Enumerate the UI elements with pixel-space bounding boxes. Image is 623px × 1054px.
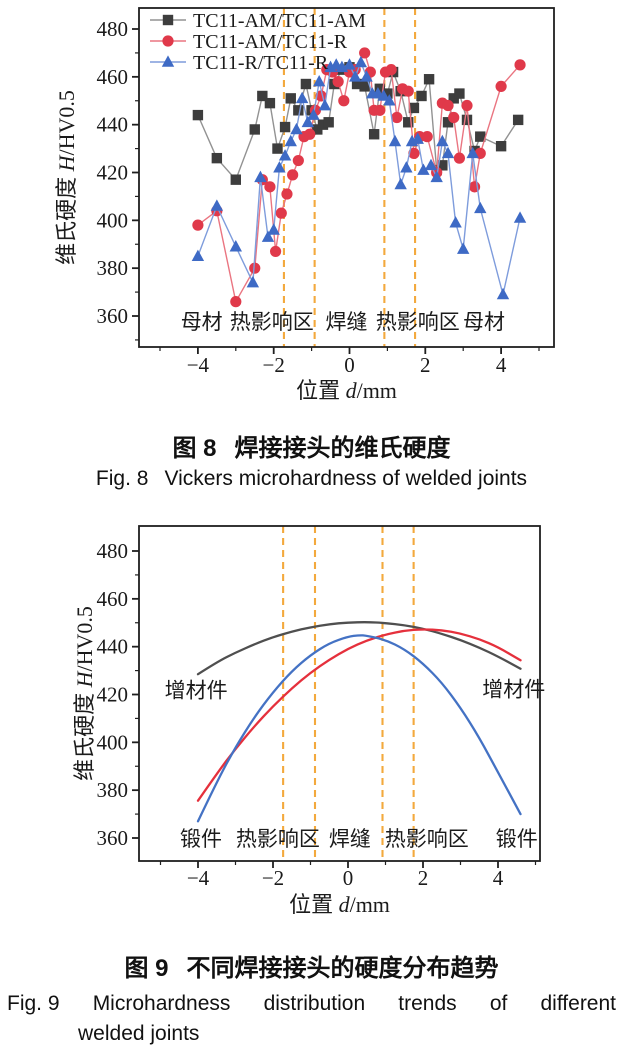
caption-word: trends — [398, 992, 457, 1015]
fig9-caption-en-line2: welded joints — [78, 1022, 200, 1045]
caption-word: distribution — [263, 992, 366, 1015]
fig9-series-0 — [196, 621, 522, 676]
legend-label: TC11-AM/TC11-AM — [193, 10, 366, 32]
fig8-series-2 — [191, 55, 527, 300]
zone-label: 热影响区 — [376, 310, 460, 334]
x-tick-label: −2 — [263, 353, 285, 377]
x-tick-label: 2 — [418, 866, 429, 890]
fig9-zone-guides — [282, 526, 415, 861]
fig9-caption-cn-title: 不同焊接接头的硬度分布趋势 — [186, 955, 499, 982]
x-tick-label: −2 — [262, 866, 284, 890]
y-tick-label: 440 — [97, 113, 129, 137]
caption-word: Microhardness — [92, 992, 231, 1015]
y-tick-label: 380 — [97, 778, 129, 802]
fig8-caption-cn-title: 焊接接头的维氏硬度 — [234, 435, 451, 462]
legend-label: TC11-AM/TC11-R — [193, 31, 348, 53]
zone-label: 热影响区 — [236, 827, 320, 851]
fig9-axes: −4 −2 0 2 4 360 380 400 420 440 460 480 — [97, 525, 541, 890]
fig8-caption-en-label: Fig. 8 — [95, 467, 149, 490]
y-tick-label: 360 — [97, 826, 129, 850]
fig8-caption-cn-label: 图 8 — [172, 435, 217, 462]
fig8-zone-labels: 母材 热影响区 焊缝 热影响区 母材 — [181, 310, 505, 334]
x-tick-label: 4 — [496, 353, 507, 377]
x-axis-title: 位置 d/mm — [296, 378, 397, 403]
y-tick-label: 380 — [97, 256, 129, 280]
x-tick-label: −4 — [187, 353, 210, 377]
fig9-zone-labels: 锻件 热影响区 焊缝 热影响区 锻件 — [180, 827, 538, 851]
zone-label: 母材 — [181, 310, 223, 334]
y-tick-label: 460 — [97, 587, 129, 611]
legend-label: TC11-R/TC11-R — [193, 52, 329, 74]
fig9-caption-cn-label: 图 9 — [124, 955, 169, 982]
curve-annotation: 增材件 — [165, 679, 228, 703]
zone-label: 热影响区 — [230, 310, 314, 334]
y-axis-title: 维氏硬度 H/HV0.5 — [54, 90, 79, 265]
fig8-legend: TC11-AM/TC11-AMTC11-AM/TC11-RTC11-R/TC11… — [150, 10, 366, 74]
y-tick-label: 360 — [97, 304, 129, 328]
y-tick-label: 460 — [97, 65, 129, 89]
x-tick-label: 0 — [344, 353, 355, 377]
y-axis-title: 维氏硬度 H/HV0.5 — [72, 606, 97, 781]
fig8-caption-cn: 图 8 焊接接头的维氏硬度 — [0, 428, 623, 463]
zone-label: 热影响区 — [385, 827, 469, 851]
zone-label: 焊缝 — [325, 310, 367, 334]
fig8-chart: 母材 热影响区 焊缝 热影响区 母材−4 −2 0 2 43603804004204404604… — [54, 7, 555, 403]
caption-word: different — [540, 992, 617, 1015]
y-tick-label: 400 — [97, 730, 129, 754]
caption-word: of — [489, 992, 508, 1015]
fig8-caption-en-title: Vickers microhardness of welded joints — [164, 467, 528, 490]
zone-label: 锻件 — [496, 827, 538, 851]
fig9-series-2 — [196, 634, 522, 823]
fig9-caption-en-line1: Fig. 9 Microhardness distribution trends of d… — [7, 992, 616, 1016]
x-tick-label: 2 — [420, 353, 431, 377]
zone-label: 锻件 — [180, 827, 222, 851]
caption-word: Fig. 9 — [7, 992, 60, 1015]
y-tick-label: 480 — [97, 17, 129, 41]
fig8-zone-guides — [282, 8, 417, 347]
fig9-caption-cn: 图 9 不同焊接接头的硬度分布趋势 — [0, 948, 623, 983]
fig9-series-1 — [196, 628, 522, 802]
y-tick-label: 440 — [97, 635, 129, 659]
x-tick-label: 4 — [493, 866, 504, 890]
y-tick-label: 400 — [97, 208, 129, 232]
fig8-axes: −4 −2 0 2 4 360 380 400 420 440 460 480 — [97, 7, 555, 377]
fig8-caption-en: Fig. 8 Vickers microhardness of welded jo… — [0, 467, 623, 491]
y-tick-label: 420 — [97, 683, 129, 707]
x-axis-title: 位置 d/mm — [289, 892, 390, 917]
y-tick-label: 480 — [97, 539, 129, 563]
y-tick-label: 420 — [97, 161, 129, 185]
curve-annotation: 增材件 — [482, 678, 545, 702]
x-tick-label: 0 — [343, 866, 354, 890]
zone-label: 焊缝 — [329, 827, 371, 851]
x-tick-label: −4 — [187, 866, 210, 890]
zone-label: 母材 — [463, 310, 505, 334]
